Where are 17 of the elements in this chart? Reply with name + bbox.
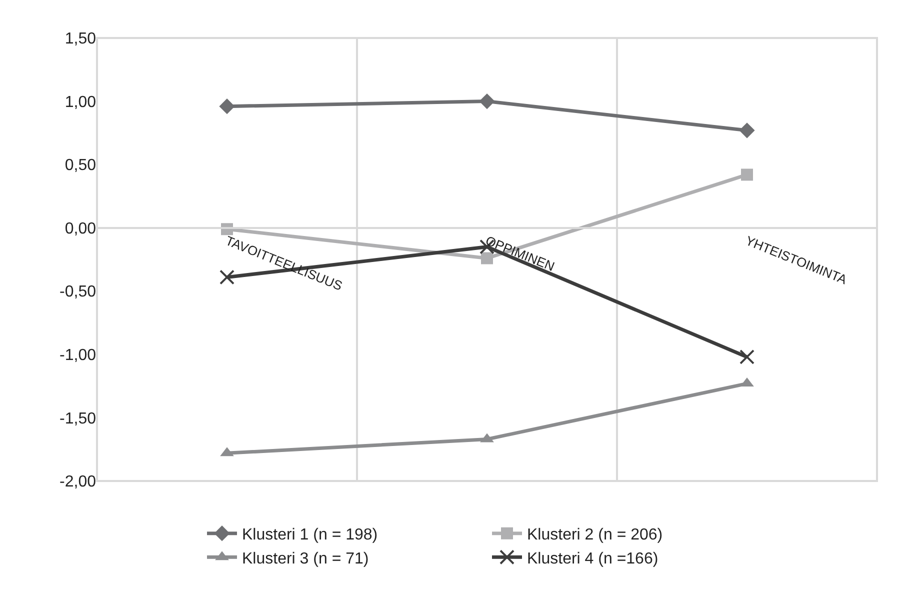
y-tick-label: 1,50 — [64, 30, 96, 48]
y-tick-label: -2,00 — [60, 474, 96, 491]
y-tick-label: -0,50 — [60, 284, 96, 301]
y-tick-label: -1,00 — [60, 347, 96, 364]
y-tick-label: 0,50 — [64, 157, 96, 174]
legend-label: Klusteri 1 (n = 198) — [242, 526, 378, 544]
point — [740, 349, 754, 364]
legend-label: Klusteri 4 (n =166) — [527, 550, 658, 568]
point — [479, 93, 495, 110]
y-tick-label: -1,50 — [60, 410, 96, 428]
point — [739, 122, 755, 138]
legend-label: Klusteri 3 (n = 71) — [242, 550, 369, 568]
y-tick-label: 1,00 — [64, 94, 96, 111]
y-tick-label: 0,00 — [64, 220, 96, 238]
legend-label: Klusteri 2 (n = 206) — [527, 526, 663, 544]
point — [219, 98, 235, 114]
point — [741, 168, 753, 181]
